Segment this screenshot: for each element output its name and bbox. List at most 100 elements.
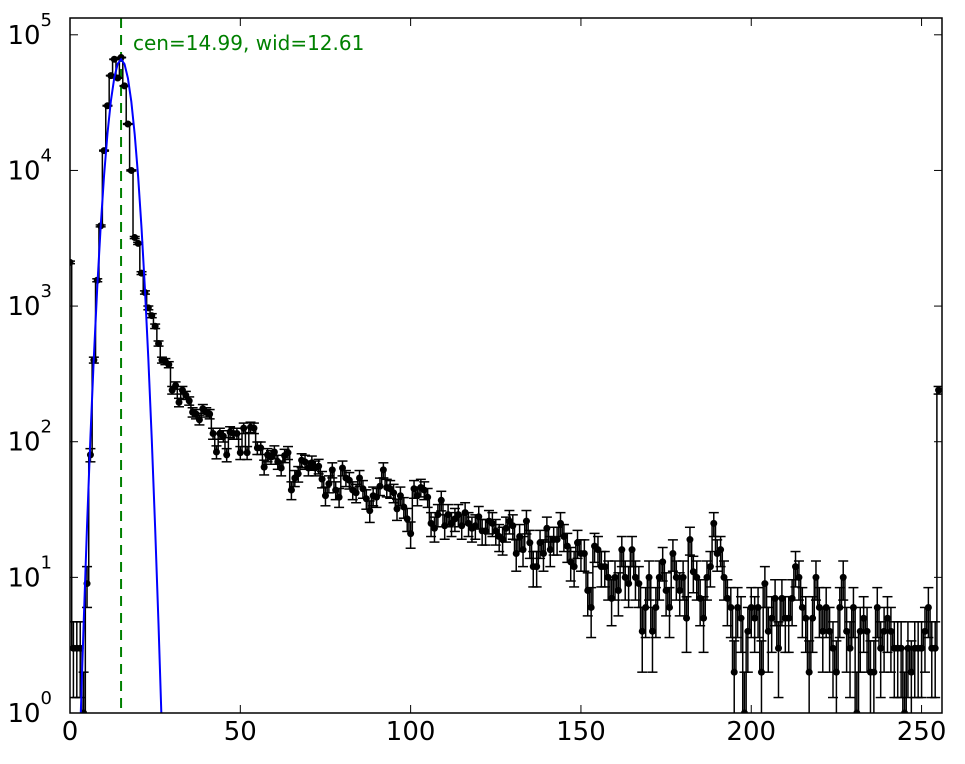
marker [315,462,323,470]
data-point [828,621,838,699]
marker [792,563,800,571]
marker [631,573,639,581]
data-point [681,595,692,654]
marker [557,519,564,527]
marker [580,549,588,557]
data-point [518,535,529,568]
marker [212,448,220,456]
marker [717,546,725,554]
data-point [490,518,501,546]
marker [635,580,643,588]
data-point [70,258,75,266]
data-point [204,408,215,420]
data-point [753,586,764,639]
marker [458,522,466,530]
data-point [810,560,821,601]
marker [570,563,578,571]
marker [918,644,926,652]
marker [413,492,421,500]
marker [471,522,479,530]
marker [209,429,217,437]
marker [185,397,193,405]
data-point [259,459,270,476]
marker [165,361,173,369]
data-point [783,595,794,654]
data-point [845,621,856,699]
data-point [708,511,719,538]
data-point [456,514,467,540]
marker [219,432,227,440]
marker [127,166,135,174]
data-point [378,462,389,479]
marker [638,627,646,635]
data-point [374,477,385,497]
marker [734,603,742,611]
marker [430,524,438,532]
marker [700,614,708,622]
x-tick-label: 50 [224,717,257,747]
data-point [221,447,232,463]
marker [563,542,571,550]
data-point [238,422,249,435]
data-point [146,312,157,320]
marker [819,627,827,635]
y-tick-label: 104 [7,145,52,186]
data-point [337,460,348,477]
marker [846,644,854,652]
marker [764,627,772,635]
marker [376,482,384,490]
marker [812,573,820,581]
marker [400,503,408,511]
marker [441,522,449,530]
data-point [620,560,631,601]
marker [849,603,857,611]
marker [114,74,122,82]
marker [642,603,650,611]
marker [628,546,636,554]
marker [740,709,748,713]
data-point [194,414,205,426]
data-point [184,396,195,406]
marker [526,539,534,547]
marker [645,573,653,581]
data-point [644,560,655,601]
marker [172,381,180,389]
marker [754,603,762,611]
data-point [487,511,498,538]
marker [931,644,939,652]
data-point [422,487,433,509]
marker [465,519,473,527]
data-point [153,339,164,347]
marker [809,614,817,622]
marker [601,563,609,571]
marker [904,644,912,652]
data-point [834,586,845,639]
marker [257,444,265,452]
marker [345,476,353,484]
marker [768,614,776,622]
fit-curve [79,57,163,713]
marker [587,603,595,611]
marker [434,511,442,519]
marker [492,527,500,535]
data-point [126,166,137,174]
marker [802,614,810,622]
marker [437,496,445,504]
marker [775,644,782,652]
marker [536,539,544,547]
marker [832,668,840,676]
marker [614,587,622,595]
marker [148,312,156,320]
marker [727,603,735,611]
marker [509,522,517,530]
marker [117,54,125,62]
marker [233,429,241,437]
marker [274,458,282,466]
data-point [248,422,259,435]
marker [236,449,244,457]
marker [379,466,387,474]
marker [676,587,684,595]
data-point [242,445,253,461]
marker [373,493,381,501]
